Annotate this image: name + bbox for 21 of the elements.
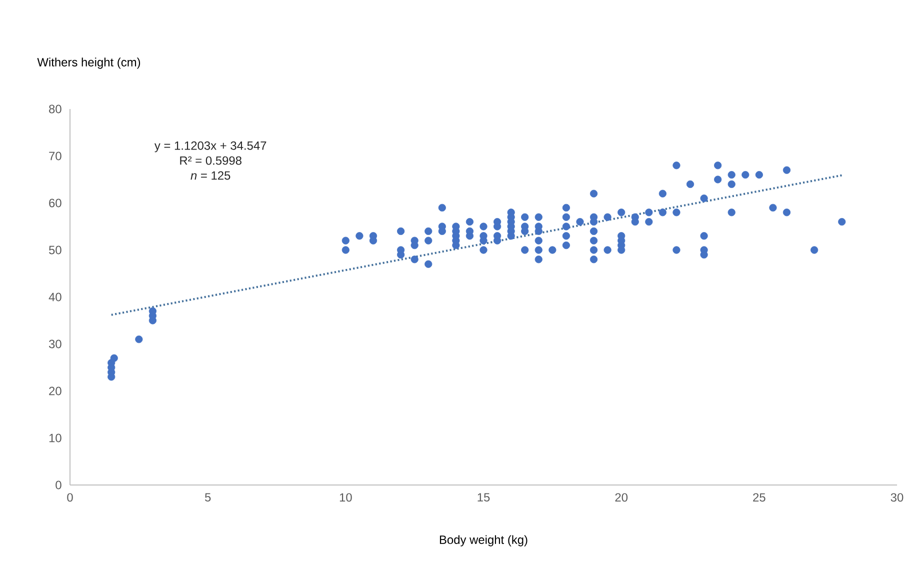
x-tick-label: 30 (890, 493, 904, 502)
x-tick-label: 0 (67, 493, 73, 502)
y-tick-label: 10 (49, 434, 62, 442)
y-tick-label: 30 (48, 340, 62, 348)
x-axis-title: Body weight (kg) (440, 535, 528, 546)
y-tick-label: 40 (48, 292, 62, 302)
annotation: n = 125 (190, 171, 230, 180)
x-tick-label: 25 (753, 493, 766, 502)
y-tick-label: 20 (49, 386, 62, 396)
annotation: R² = 0.5998 (180, 156, 242, 165)
x-tick-label: 5 (204, 493, 211, 502)
y-tick-label: 50 (49, 246, 62, 254)
annotation: y = 1.1203x + 34.547 (154, 141, 266, 152)
y-tick-label: 60 (49, 198, 62, 208)
y-tick-label: 0 (56, 480, 62, 490)
x-tick-label: 10 (340, 493, 352, 502)
x-tick-label: 20 (615, 493, 628, 502)
x-tick-label: 15 (478, 493, 490, 502)
y-tick-label: 70 (49, 152, 62, 160)
y-axis-title: Withers height (cm) (37, 58, 140, 69)
y-tick-label: 80 (49, 104, 62, 114)
